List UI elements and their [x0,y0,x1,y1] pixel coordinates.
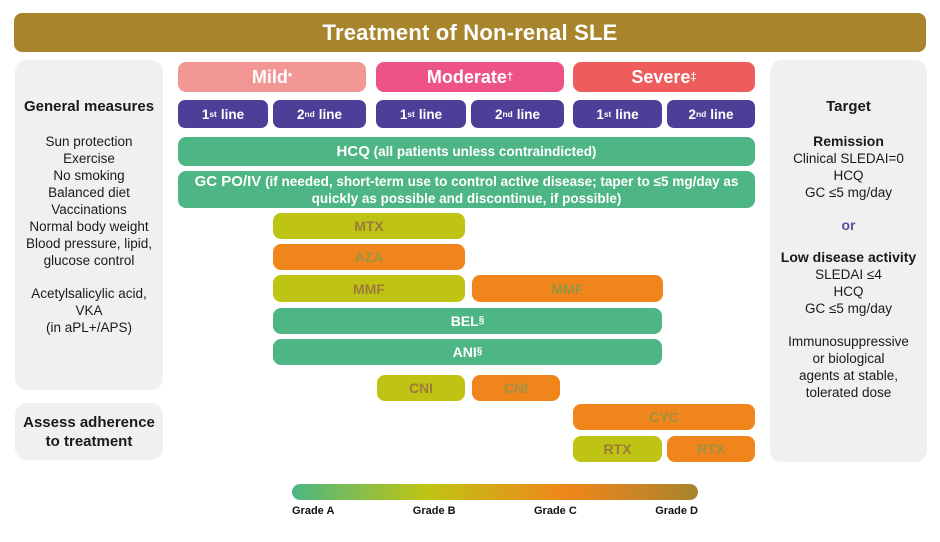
lda-criteria: SLEDAI ≤4 HCQ GC ≤5 mg/day [805,267,892,316]
legend-grade-d: Grade D [655,505,698,517]
mild-label: Mild [251,66,288,87]
adherence-box: Assess adherence to treatment [15,403,163,460]
lda-title: Low disease activity [780,249,917,265]
gc-note: (if needed, short-term use to control ac… [261,173,743,206]
legend-grade-b: Grade B [412,505,456,517]
antithrombotic-note: Acetylsalicylic acid, VKA (in aPL+/APS) [31,286,147,335]
remission-title: Remission [813,133,884,149]
general-measures-list: Sun protection Exercise No smoking Balan… [25,134,153,268]
bar-ani: ANI § [273,339,662,365]
bar-gc: GC PO/IV (if needed, short-term use to c… [178,171,755,208]
gc-label: GC PO/IV [194,172,262,190]
bar-mmf-mild-moderate: MMF [273,275,465,302]
bar-bel: BEL § [273,308,662,334]
grade-legend: Grade A Grade B Grade C Grade D [292,505,698,517]
figure-title: Treatment of Non-renal SLE [322,19,618,45]
bar-mtx: MTX [273,213,465,239]
column-header-mild: Mild * [178,62,366,92]
stable-agents-note: Immunosuppressive or biological agents a… [788,334,909,400]
remission-criteria: Clinical SLEDAI=0 HCQ GC ≤5 mg/day [793,151,904,200]
legend-grade-c: Grade C [534,505,577,517]
column-header-moderate: Moderate † [376,62,564,92]
target-panel: Target Remission Clinical SLEDAI=0 HCQ G… [770,60,927,462]
general-measures-panel: General measures Sun protection Exercise… [15,60,163,390]
column-header-severe: Severe ‡ [573,62,755,92]
target-heading: Target [826,98,871,115]
general-measures-heading: General measures [23,98,155,115]
bar-aza: AZA [273,244,465,270]
bar-rtx-severe-2nd: RTX [667,436,755,462]
bar-rtx-severe-1st: RTX [573,436,662,462]
moderate-label: Moderate [426,66,507,87]
severe-label: Severe [631,66,691,87]
legend-grade-a: Grade A [292,505,335,517]
grade-gradient-bar [292,484,698,500]
bar-hcq: HCQ (all patients unless contraindicted) [178,137,755,166]
hcq-note: (all patients unless contraindicted) [369,143,597,159]
bar-cni-moderate-1st: CNI [377,375,465,401]
figure-title-banner: Treatment of Non-renal SLE [14,13,926,52]
bar-cni-moderate-2nd: CNI [472,375,560,401]
bar-mmf-moderate-severe: MMF [472,275,663,302]
hcq-label: HCQ [336,142,370,160]
or-separator: or [841,217,856,233]
bar-cyc: CYC [573,404,755,430]
